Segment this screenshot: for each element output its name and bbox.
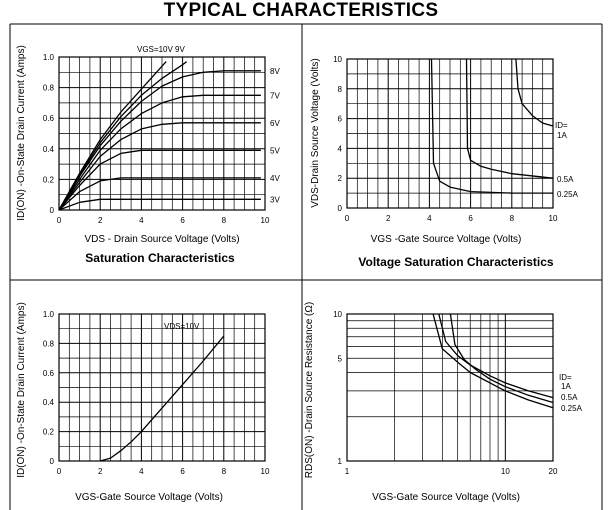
- plot-border-sat: [58, 56, 266, 211]
- x-tick-label: 10: [501, 467, 510, 476]
- series-line-0.5A: [449, 313, 554, 404]
- plot-border-rds: [346, 313, 554, 462]
- x-tick-label: 2: [98, 467, 103, 476]
- x-tick-label: 6: [180, 216, 185, 225]
- series-label: 7V: [270, 91, 280, 100]
- y-tick-label: 0.2: [43, 175, 55, 184]
- y-tick-label: 1.0: [43, 53, 55, 62]
- legend-title: ID=: [555, 121, 568, 130]
- x-tick-label: 4: [427, 214, 432, 223]
- vgs-annotation: VGS=10V 9V: [137, 45, 185, 54]
- series-line-8V: [58, 70, 261, 211]
- series-line-0.5A: [465, 58, 554, 179]
- x-axis-label: VDS - Drain Source Voltage (Volts): [84, 234, 239, 245]
- x-tick-label: 10: [549, 214, 558, 223]
- series-label: 1A: [557, 131, 567, 140]
- series-line-1A: [515, 58, 554, 127]
- series-line-10V: [58, 61, 167, 211]
- page-title: TYPICAL CHARACTERISTICS: [163, 0, 439, 21]
- series-label: 0.5A: [561, 393, 578, 402]
- x-tick-label: 8: [222, 216, 227, 225]
- series-line-0.25A: [430, 58, 553, 194]
- x-tick-label: 10: [261, 216, 270, 225]
- x-tick-label: 6: [180, 467, 185, 476]
- y-tick-label: 0: [338, 204, 343, 213]
- vds-annotation: VDS=10V: [164, 322, 200, 331]
- chart-vsat: 0 2 4 6 8 10 0 2 4 6 8 10 VGS -Gate Source Voltage (…: [310, 55, 579, 269]
- y-axis-label: VDS-Drain Source Voltage (Volts): [310, 58, 321, 208]
- y-tick-label: 2: [338, 174, 343, 183]
- chart-transfer: 0 2 4 6 8 10 0 0.2 0.4 0.6 0.8 1.0 VGS-Gate Source V…: [16, 302, 270, 503]
- plot-border-vsat: [346, 58, 554, 209]
- series-line-7V: [58, 94, 261, 211]
- y-tick-label: 0.2: [43, 428, 55, 437]
- y-axis-label: ID(ON) -On-State Drain Current (Amps): [16, 302, 27, 478]
- y-axis-label: ID(ON) -On-State Drain Current (Amps): [16, 45, 27, 221]
- series-line-1A: [438, 313, 554, 399]
- x-tick-label: 1: [345, 467, 350, 476]
- y-tick-label: 1.0: [43, 310, 55, 319]
- series-line-3V: [58, 198, 261, 211]
- x-axis-label: VGS-Gate Source Voltage (Volts): [372, 492, 520, 503]
- series-label: 0.5A: [557, 175, 574, 184]
- x-tick-label: 0: [345, 214, 350, 223]
- chart-title: Saturation Characteristics: [85, 251, 235, 265]
- y-tick-label: 8: [338, 85, 343, 94]
- series-label: 0.25A: [561, 404, 583, 413]
- y-tick-label: 0.4: [43, 398, 55, 407]
- grid-sat: [58, 56, 266, 211]
- x-tick-label: 2: [386, 214, 391, 223]
- y-tick-label: 0.8: [43, 339, 55, 348]
- x-tick-label: 6: [468, 214, 473, 223]
- y-tick-label: 5: [338, 354, 343, 363]
- y-tick-label: 0.6: [43, 114, 55, 123]
- y-tick-label: 10: [333, 55, 342, 64]
- y-axis-label: RDS(ON) -Drain Source Resistance (Ω): [304, 302, 315, 478]
- y-tick-label: 0: [50, 457, 55, 466]
- x-tick-label: 10: [261, 467, 270, 476]
- series-label: 1A: [561, 382, 571, 391]
- plot-border-transfer: [58, 313, 266, 462]
- y-tick-label: 0.6: [43, 369, 55, 378]
- series-line-9V: [58, 61, 188, 211]
- y-tick-label: 0.4: [43, 145, 55, 154]
- x-tick-label: 0: [57, 467, 62, 476]
- x-tick-label: 2: [98, 216, 103, 225]
- series-line-0.25A: [432, 313, 554, 409]
- y-tick-label: 0.8: [43, 84, 55, 93]
- series-label: 3V: [270, 195, 280, 204]
- legend-title: ID=: [559, 373, 572, 382]
- grid-transfer: [58, 313, 266, 462]
- series-label: 0.25A: [557, 190, 579, 199]
- series-line-VDS10V: [100, 335, 225, 462]
- series-line-4V: [58, 177, 261, 211]
- series-line-5V: [58, 149, 261, 211]
- y-tick-label: 1: [338, 457, 343, 466]
- chart-title: Voltage Saturation Characteristics: [358, 255, 553, 269]
- x-tick-label: 20: [549, 467, 558, 476]
- y-tick-label: 10: [333, 310, 342, 319]
- y-tick-label: 4: [338, 144, 343, 153]
- y-tick-label: 0: [50, 206, 55, 215]
- grid-vsat: [346, 58, 554, 209]
- chart-sat: 0 2 4 6 8 10 0 0.2 0.4 0.6 0.8 1.0 VDS - Drain Sourc…: [16, 45, 280, 265]
- series-label: 4V: [270, 174, 280, 183]
- x-tick-label: 4: [139, 216, 144, 225]
- x-tick-label: 4: [139, 467, 144, 476]
- x-axis-label: VGS-Gate Source Voltage (Volts): [75, 492, 223, 503]
- x-tick-label: 8: [510, 214, 515, 223]
- series-line-6V: [58, 122, 261, 211]
- series-label: 8V: [270, 67, 280, 76]
- x-axis-label: VGS -Gate Source Voltage (Volts): [371, 234, 522, 245]
- y-tick-label: 6: [338, 115, 343, 124]
- x-tick-label: 8: [222, 467, 227, 476]
- x-tick-label: 0: [57, 216, 62, 225]
- grid-rds: [346, 313, 554, 462]
- series-label: 6V: [270, 119, 280, 128]
- series-label: 5V: [270, 146, 280, 155]
